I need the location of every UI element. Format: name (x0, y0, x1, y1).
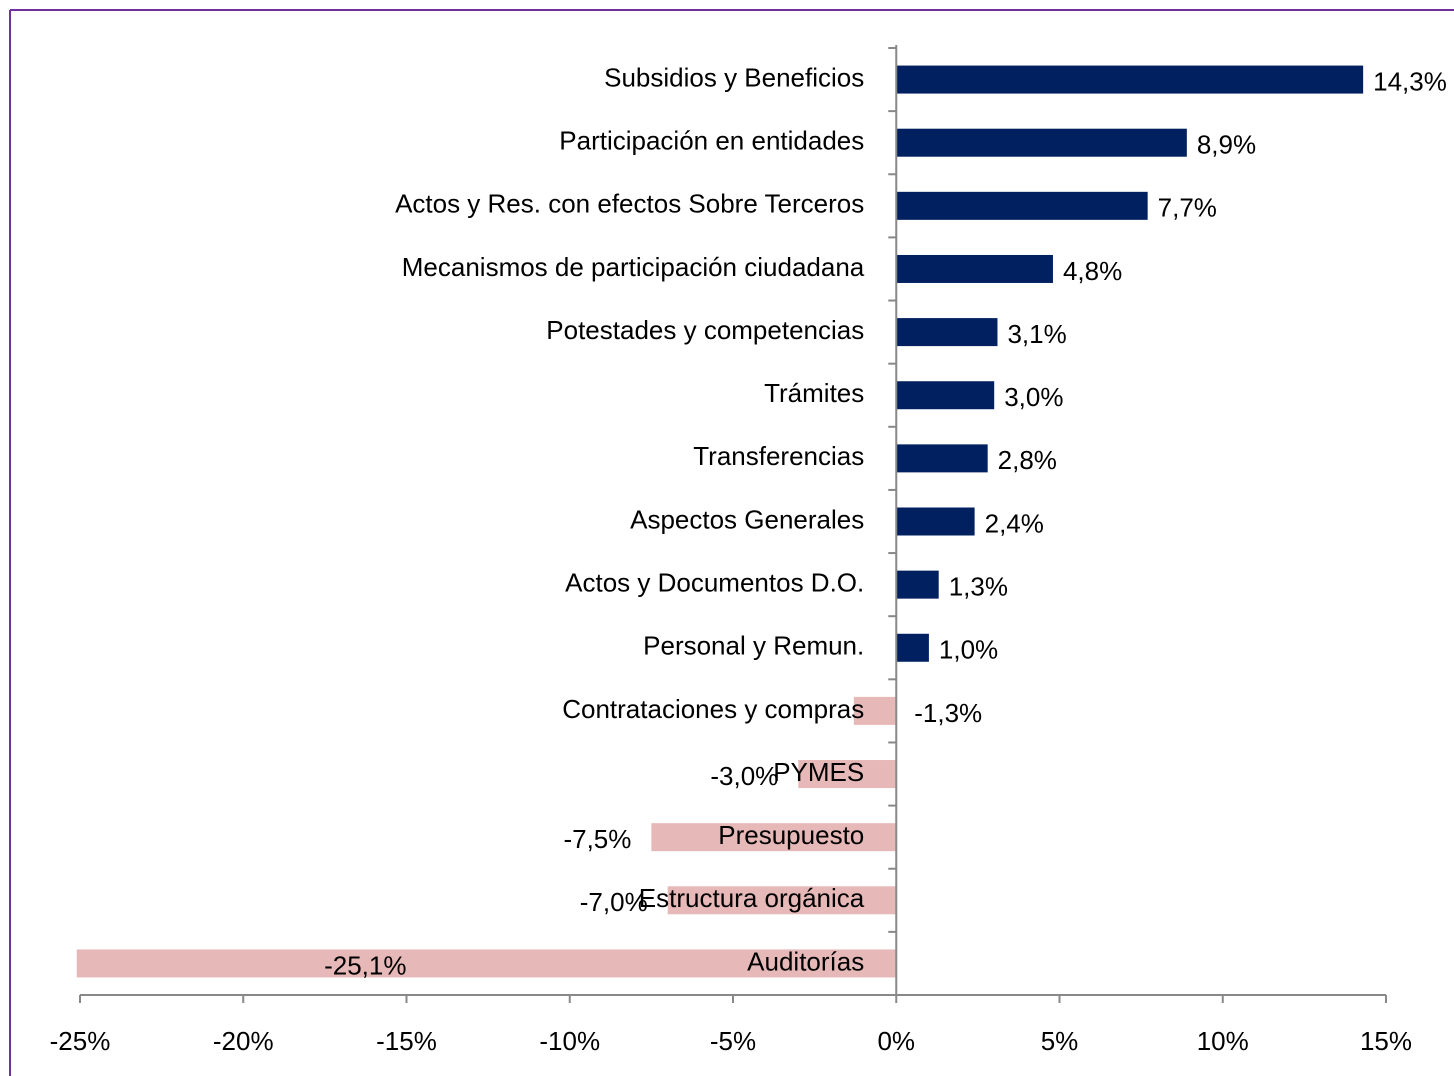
value-label: -25,1% (324, 950, 406, 980)
value-label: -7,5% (563, 824, 631, 854)
bar (896, 128, 1187, 157)
category-label: PYMES (773, 757, 864, 787)
value-label: -3,0% (710, 761, 778, 791)
x-tick-label: 15% (1360, 1026, 1412, 1056)
bar (896, 254, 1053, 283)
x-tick-label: -25% (50, 1026, 111, 1056)
bar (896, 507, 975, 536)
category-label: Contrataciones y compras (562, 694, 864, 724)
category-label: Actos y Res. con efectos Sobre Terceros (395, 189, 864, 219)
bar (896, 633, 929, 662)
category-label: Aspectos Generales (630, 504, 864, 534)
category-label: Auditorías (747, 946, 864, 976)
value-label: 3,1% (1007, 319, 1066, 349)
x-tick-label: -15% (376, 1026, 437, 1056)
category-label: Mecanismos de participación ciudadana (402, 252, 865, 282)
category-label: Trámites (764, 378, 864, 408)
value-label: 3,0% (1004, 382, 1063, 412)
value-label: 2,4% (985, 508, 1044, 538)
value-label: -1,3% (914, 698, 982, 728)
bar (76, 949, 897, 978)
value-label: 7,7% (1158, 193, 1217, 223)
bar (896, 191, 1148, 220)
category-label: Potestades y competencias (546, 315, 864, 345)
x-tick-label: 0% (877, 1026, 915, 1056)
category-label: Presupuesto (718, 820, 864, 850)
bar (667, 886, 897, 915)
bar (896, 65, 1364, 94)
bar (896, 318, 998, 347)
category-label: Subsidios y Beneficios (604, 62, 864, 92)
category-label: Actos y Documentos D.O. (565, 568, 864, 598)
value-label: -7,0% (580, 887, 648, 917)
value-label: 1,3% (949, 572, 1008, 602)
category-label: Participación en entidades (559, 126, 864, 156)
category-label: Estructura orgánica (639, 883, 865, 913)
bar (853, 696, 897, 725)
value-label: 14,3% (1373, 66, 1447, 96)
x-tick-label: 10% (1197, 1026, 1249, 1056)
x-tick-label: -20% (213, 1026, 274, 1056)
category-label: Personal y Remun. (643, 631, 864, 661)
value-label: 8,9% (1197, 130, 1256, 160)
x-tick-label: -10% (539, 1026, 600, 1056)
bar (798, 760, 897, 789)
bar (896, 444, 988, 473)
bar (896, 570, 939, 599)
bar (896, 381, 995, 410)
value-label: 1,0% (939, 635, 998, 665)
value-label: 2,8% (998, 445, 1057, 475)
value-label: 4,8% (1063, 256, 1122, 286)
x-tick-label: 5% (1041, 1026, 1079, 1056)
category-label: Transferencias (693, 441, 864, 471)
x-tick-label: -5% (710, 1026, 756, 1056)
bar (651, 823, 897, 852)
